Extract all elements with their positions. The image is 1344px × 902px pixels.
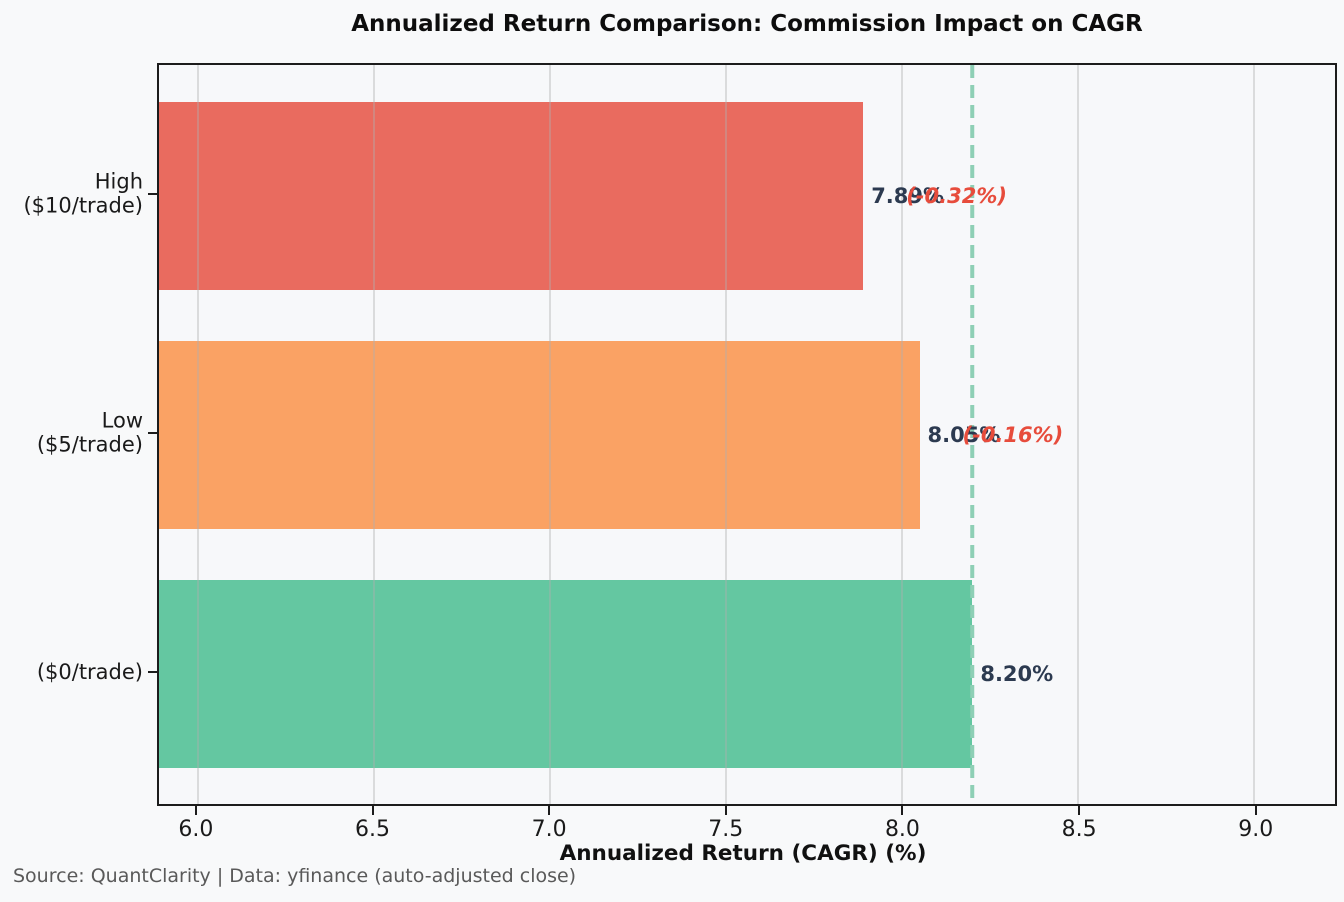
chart-title: Annualized Return Comparison: Commission… — [351, 11, 1143, 37]
bar-delta-label: (-0.32%) — [906, 184, 1007, 208]
y-tick — [148, 432, 157, 434]
y-tick — [148, 671, 157, 673]
x-tick — [1254, 806, 1257, 815]
plot-area: 7.89% (-0.32%) 8.05% (-0.16%) 8.20% — [157, 63, 1337, 806]
bar — [159, 580, 973, 768]
x-tick — [1078, 806, 1081, 815]
y-tick-label: ($0/trade) — [37, 660, 143, 684]
x-tick-label: 8.5 — [1061, 817, 1097, 842]
bar-value-label: 8.05% — [927, 423, 1001, 447]
bar — [159, 341, 920, 529]
x-tick — [901, 806, 904, 815]
grid-line — [548, 65, 551, 804]
y-tick-label-line: ($0/trade) — [36, 659, 143, 684]
y-tick-label: High ($10/trade) — [23, 170, 143, 219]
grid-line — [900, 65, 903, 804]
y-tick-label-line: ($10/trade) — [23, 194, 143, 218]
x-tick-label: 6.5 — [355, 817, 390, 842]
grid-line — [372, 65, 375, 804]
grid-line — [1253, 65, 1256, 804]
x-tick — [724, 806, 727, 815]
x-tick-label: 6.0 — [178, 817, 214, 842]
bar — [159, 102, 864, 290]
x-axis-label: Annualized Return (CAGR) (%) — [559, 841, 927, 866]
bar-delta-label: (-0.16%) — [962, 423, 1064, 447]
x-tick-label: 7.5 — [708, 817, 744, 842]
y-tick-label-line: High — [94, 169, 143, 194]
grid-line — [196, 65, 199, 804]
y-tick-label-line: Low — [101, 408, 143, 433]
grid-line — [724, 65, 727, 804]
y-tick-label-line: ($5/trade) — [36, 433, 143, 457]
x-tick — [194, 806, 197, 815]
x-tick-label: 8.0 — [884, 817, 920, 842]
bar-value-label: 7.89% — [871, 184, 945, 208]
grid-line — [1076, 65, 1079, 804]
bar-value-label: 8.20% — [980, 662, 1054, 686]
x-tick — [548, 806, 551, 815]
x-tick-label: 9.0 — [1238, 817, 1274, 842]
source-footer: Source: QuantClarity | Data: yfinance (a… — [13, 865, 577, 887]
y-tick-label: Low ($5/trade) — [37, 409, 143, 458]
reference-line — [970, 65, 975, 804]
x-tick — [371, 806, 374, 815]
y-tick — [148, 193, 157, 195]
x-tick-label: 7.0 — [531, 817, 567, 842]
